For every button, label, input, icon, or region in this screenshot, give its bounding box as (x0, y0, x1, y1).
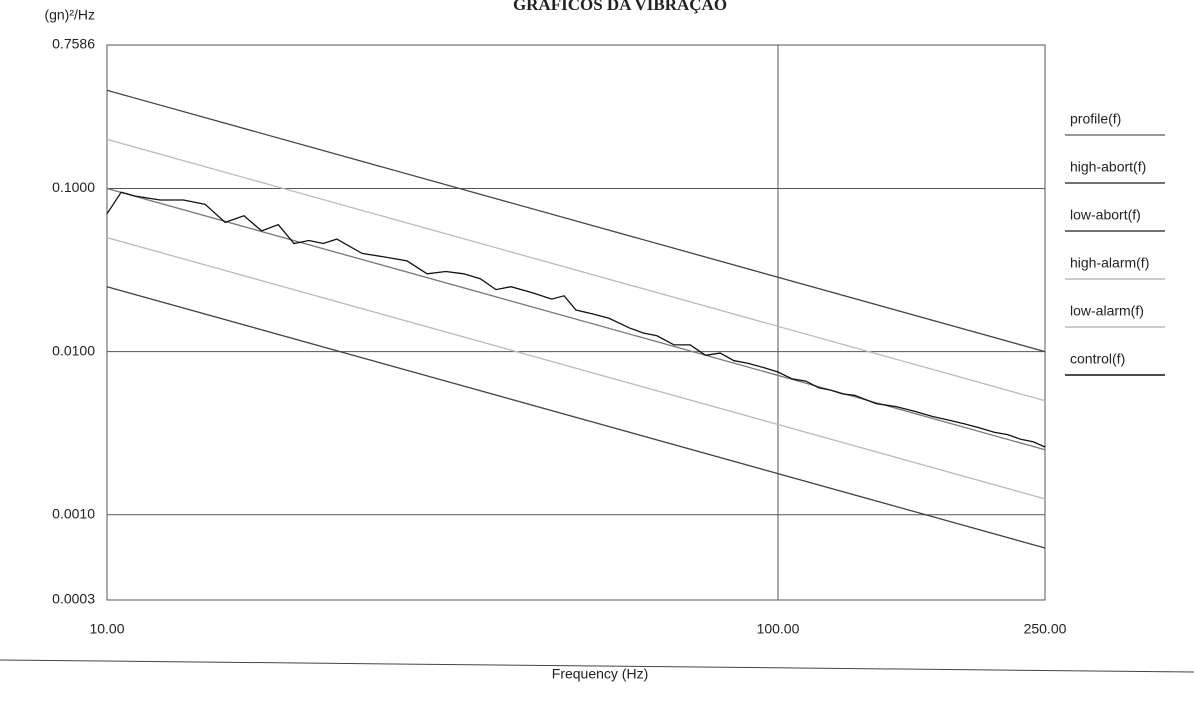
legend-label: high-alarm(f) (1070, 255, 1149, 271)
legend-label: profile(f) (1070, 111, 1121, 127)
series-line (106, 236, 1046, 500)
y-tick-label: 0.0100 (52, 342, 95, 358)
series-line (106, 187, 1046, 451)
legend-label: high-abort(f) (1070, 159, 1146, 175)
series-line (106, 89, 1046, 353)
legend-label: low-abort(f) (1070, 207, 1141, 223)
series-line (106, 191, 1046, 448)
page-edge (0, 659, 1194, 673)
series-line (106, 138, 1046, 402)
series-line (106, 286, 1046, 549)
y-tick-label: 0.0010 (52, 505, 95, 521)
y-tick-label: 0.0003 (52, 591, 95, 607)
x-tick-label: 100.00 (757, 621, 800, 637)
x-axis-label: Frequency (Hz) (552, 666, 648, 682)
chart-title: GRÁFICOS DA VIBRAÇÃO (513, 0, 727, 14)
plot-frame (106, 44, 1046, 601)
y-tick-label: 0.1000 (52, 179, 95, 195)
x-tick-label: 10.00 (89, 621, 124, 637)
x-tick-label: 250.00 (1024, 621, 1067, 637)
y-tick-label: 0.7586 (52, 36, 95, 52)
legend-label: control(f) (1070, 351, 1125, 367)
y-axis-label: (gn)²/Hz (44, 7, 95, 23)
legend-label: low-alarm(f) (1070, 303, 1144, 319)
